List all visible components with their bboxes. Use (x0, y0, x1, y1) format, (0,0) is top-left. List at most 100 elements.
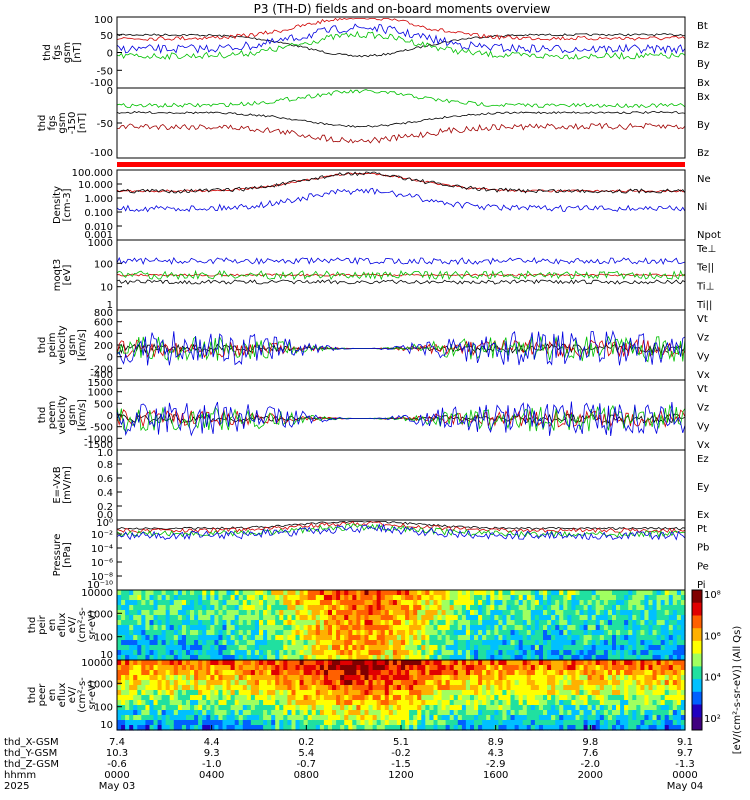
panel-fgs_gsm_clip: 0 -50 -100 thd fgs gsm -150 [nT] Bx By Bz (37, 86, 710, 159)
y-axis-label: gsm (67, 404, 78, 425)
y-axis-label: [nT] (72, 42, 83, 62)
y-tick-label: 1000 (88, 238, 113, 249)
y-axis-label: thd (42, 44, 53, 61)
y-axis-label: eflux (57, 683, 68, 708)
x-axis-row-label: thd_Y-GSM (4, 748, 57, 759)
legend-entry: Vy (697, 421, 710, 432)
colorbar-tick: 10² (704, 714, 721, 725)
y-tick-label: 10 (100, 283, 113, 294)
y-tick-label: 10 (100, 650, 113, 661)
y-tick-label: 1.0 (97, 448, 113, 459)
y-axis-label: velocity (57, 325, 68, 364)
x-tick-label: May 04 (667, 781, 704, 792)
y-axis-label: [nPa] (62, 542, 73, 568)
y-axis-label: [mV/m] (62, 466, 73, 504)
y-axis-label: Pressure (52, 534, 63, 577)
y-tick-label: 100 (94, 633, 113, 644)
panel-temperature: 1000 100 10 1 moqt3 [eV] Te⊥ Te|| Ti⊥ Ti|| (52, 238, 716, 311)
y-tick-label: 10⁻¹⁰ (87, 580, 113, 591)
y-tick-label: -1000 (84, 434, 113, 445)
y-axis-label: [nT] (77, 113, 88, 133)
y-axis-label: peim (47, 332, 58, 357)
legend-entry: Vt (697, 314, 708, 325)
y-axis-label: sr-eV) (87, 610, 98, 639)
y-tick-label: 10⁻² (91, 530, 113, 541)
x-tick-label: -1.5 (391, 759, 411, 770)
x-tick-label: 1600 (483, 770, 508, 781)
x-tick-label: 0000 (104, 770, 129, 781)
y-tick-label: 100 (94, 15, 113, 26)
y-axis-label: (cm²-s- (77, 607, 88, 643)
panel-peir_eflux: 10000 1000 100 10 thd peir en eflux eV/(cm²-s-sr… (27, 588, 686, 661)
x-tick-label: 9.3 (204, 748, 220, 759)
y-axis-label: thd (37, 407, 48, 424)
y-tick-label: 1 (107, 300, 113, 311)
x-tick-label: 1200 (388, 770, 413, 781)
colorbar-label: [eV/(cm²-s-sr-eV)] (All Qs) (732, 626, 743, 755)
y-tick-label: 0 (107, 86, 113, 97)
x-tick-label: 2000 (578, 770, 603, 781)
y-tick-label: 600 (94, 318, 113, 329)
x-tick-label: -2.9 (486, 759, 506, 770)
legend-entry: Ti|| (696, 300, 712, 311)
legend-entry: Bt (697, 21, 708, 32)
panel-efield: 1.00.8 0.6 0.4 0.20.0 E=-VxB [mV/m] Ez Ey Ex (52, 448, 709, 521)
y-tick-label: 200 (94, 341, 113, 352)
x-tick-label: 0.2 (298, 737, 314, 748)
x-tick-label: 5.4 (298, 748, 314, 759)
y-tick-label: 10 (100, 720, 113, 731)
panel-fgs_gsm: 100 50 0 -50-100 thd fgs gsm [nT] Bt Bz By Bx (42, 15, 710, 89)
legend-entry: Ne (697, 174, 711, 185)
y-axis-label: (cm²-s- (77, 677, 88, 713)
y-tick-label: -1500 (84, 440, 113, 451)
y-axis-label: thd (27, 687, 38, 704)
y-axis-label: en (47, 689, 58, 702)
y-axis-label: eflux (57, 613, 68, 638)
x-tick-label: -0.2 (391, 748, 411, 759)
y-axis-label: thd (37, 115, 48, 132)
legend-entry: Vx (697, 440, 710, 451)
legend-entry: Bz (697, 148, 709, 159)
y-axis-label: [km/s] (77, 399, 88, 431)
y-tick-label: 10⁻⁴ (91, 544, 113, 555)
y-tick-label: 50 (100, 31, 113, 42)
panel-peer_eflux: 10000 1000 100 10 thd peer en eflux eV/(cm²-s-sr… (27, 658, 686, 731)
x-tick-label: -1.3 (675, 759, 695, 770)
y-tick-label: 0 (107, 353, 113, 364)
y-tick-label: 0.100 (84, 208, 113, 219)
y-tick-label: 1000 (88, 609, 113, 620)
colorbar-tick: 10⁶ (704, 631, 721, 642)
x-tick-label: -1.0 (202, 759, 222, 770)
y-axis-label: sr-eV) (87, 680, 98, 709)
x-tick-label: 0800 (294, 770, 319, 781)
y-axis-label: moqt3 (52, 259, 63, 292)
legend-entry: Bz (697, 40, 709, 51)
x-tick-label: 7.4 (109, 737, 125, 748)
legend-entry: Vt (697, 384, 708, 395)
y-axis-label: peer (37, 683, 48, 707)
y-axis-label: [km/s] (77, 329, 88, 361)
y-axis-label: Density (52, 186, 63, 224)
legend-entry: Vz (697, 403, 709, 414)
y-tick-label: 0.8 (97, 460, 113, 471)
legend-entry: Vz (697, 333, 709, 344)
x-tick-label: -0.7 (297, 759, 317, 770)
y-tick-label: 1.000 (84, 194, 113, 205)
y-axis-label: gsm (67, 334, 78, 355)
legend-entry: Bx (697, 78, 710, 89)
legend-entry: Ex (697, 510, 709, 521)
y-tick-label: 1000 (88, 388, 113, 399)
legend-entry: Te|| (696, 263, 714, 274)
legend-entry: Pi (697, 580, 706, 591)
y-tick-label: 0.2 (97, 502, 113, 513)
x-axis-row-label: thd_Z-GSM (4, 759, 59, 770)
legend-entry: By (697, 59, 710, 70)
x-tick-label: 0000 (672, 770, 697, 781)
x-tick-label: -2.0 (581, 759, 601, 770)
y-tick-label: 1000 (88, 679, 113, 690)
y-tick-label: 500 (94, 399, 113, 410)
